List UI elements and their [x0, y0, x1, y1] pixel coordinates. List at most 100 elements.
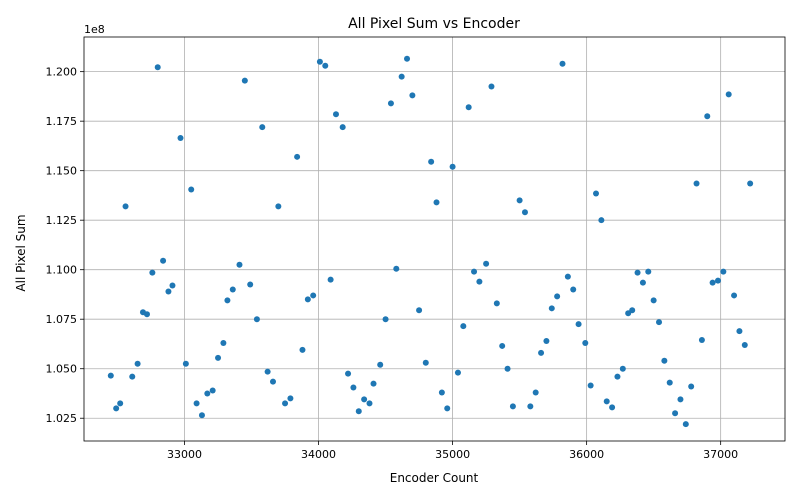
- data-point: [154, 64, 161, 71]
- data-point: [165, 288, 172, 295]
- data-point: [287, 395, 294, 402]
- data-point: [465, 104, 472, 111]
- data-point: [575, 321, 582, 328]
- data-point: [460, 323, 467, 330]
- data-point: [117, 400, 124, 407]
- data-point: [582, 339, 589, 346]
- data-point: [672, 410, 679, 417]
- data-point: [438, 389, 445, 396]
- data-point: [650, 297, 657, 304]
- x-tick-label: 33000: [167, 448, 202, 461]
- data-point: [294, 153, 301, 160]
- data-point: [449, 163, 456, 170]
- data-point: [304, 296, 311, 303]
- data-point: [129, 373, 136, 380]
- data-point: [634, 269, 641, 276]
- data-point: [377, 361, 384, 368]
- data-point: [275, 203, 282, 210]
- data-point: [677, 396, 684, 403]
- data-point: [741, 341, 748, 348]
- plot-area-frame: [83, 36, 786, 442]
- data-point: [614, 373, 621, 380]
- data-point: [433, 199, 440, 206]
- x-tick-label: 35000: [435, 448, 470, 461]
- data-point: [587, 382, 594, 389]
- data-point: [398, 73, 405, 80]
- data-point: [122, 203, 129, 210]
- data-point: [229, 286, 236, 293]
- data-point: [629, 307, 636, 314]
- data-point: [215, 354, 222, 361]
- data-point: [554, 293, 561, 300]
- data-point: [476, 278, 483, 285]
- data-point: [393, 265, 400, 272]
- data-point: [345, 370, 352, 377]
- data-point: [316, 58, 323, 65]
- data-point: [598, 217, 605, 224]
- data-point: [603, 398, 610, 405]
- data-point: [188, 186, 195, 193]
- data-point: [714, 277, 721, 284]
- data-point: [182, 360, 189, 367]
- y-axis-offset-label: 1e8: [84, 23, 105, 36]
- data-point: [532, 389, 539, 396]
- data-point: [543, 337, 550, 344]
- chart-title: All Pixel Sum vs Encoder: [348, 16, 520, 32]
- data-point: [387, 100, 394, 107]
- data-point: [169, 282, 176, 289]
- data-point: [355, 408, 362, 415]
- data-point: [548, 305, 555, 312]
- data-point: [107, 372, 114, 379]
- data-point: [209, 387, 216, 394]
- data-point: [645, 268, 652, 275]
- data-point: [444, 405, 451, 412]
- data-point: [370, 380, 377, 387]
- data-point: [720, 268, 727, 275]
- y-axis-label: All Pixel Sum: [14, 214, 28, 291]
- data-point: [361, 396, 368, 403]
- data-point: [409, 92, 416, 99]
- data-point: [656, 319, 663, 326]
- data-point: [709, 279, 716, 286]
- y-tick-label: 1.125: [46, 214, 78, 227]
- data-point: [661, 357, 668, 364]
- data-point: [736, 328, 743, 335]
- data-point: [259, 124, 266, 131]
- data-point: [527, 403, 534, 410]
- data-point: [521, 209, 528, 216]
- data-point: [416, 307, 423, 314]
- data-point: [688, 383, 695, 390]
- data-point: [134, 360, 141, 367]
- data-point: [559, 60, 566, 67]
- data-point: [382, 316, 389, 323]
- data-point: [193, 400, 200, 407]
- data-point: [731, 292, 738, 299]
- data-point: [747, 180, 754, 187]
- data-point: [639, 279, 646, 286]
- data-point: [204, 390, 211, 397]
- data-point: [149, 269, 156, 276]
- ticks-layer: 33000 34000 35000 36000 37000 1.025 1.050 1.075…: [46, 66, 739, 461]
- data-point: [483, 260, 490, 267]
- points-layer: [107, 55, 754, 428]
- y-tick-label: 1.200: [46, 66, 78, 79]
- data-point: [143, 311, 150, 318]
- data-point: [253, 316, 260, 323]
- data-point: [366, 400, 373, 407]
- data-point: [488, 83, 495, 90]
- data-point: [332, 111, 339, 118]
- data-point: [693, 180, 700, 187]
- data-point: [350, 384, 357, 391]
- data-point: [299, 346, 306, 353]
- data-point: [241, 77, 248, 84]
- data-point: [236, 261, 243, 268]
- y-tick-label: 1.150: [46, 165, 78, 178]
- data-point: [504, 365, 511, 372]
- data-point: [220, 339, 227, 346]
- data-point: [538, 349, 545, 356]
- data-point: [113, 405, 120, 412]
- data-point: [454, 369, 461, 376]
- x-tick-label: 36000: [569, 448, 604, 461]
- data-point: [698, 337, 705, 343]
